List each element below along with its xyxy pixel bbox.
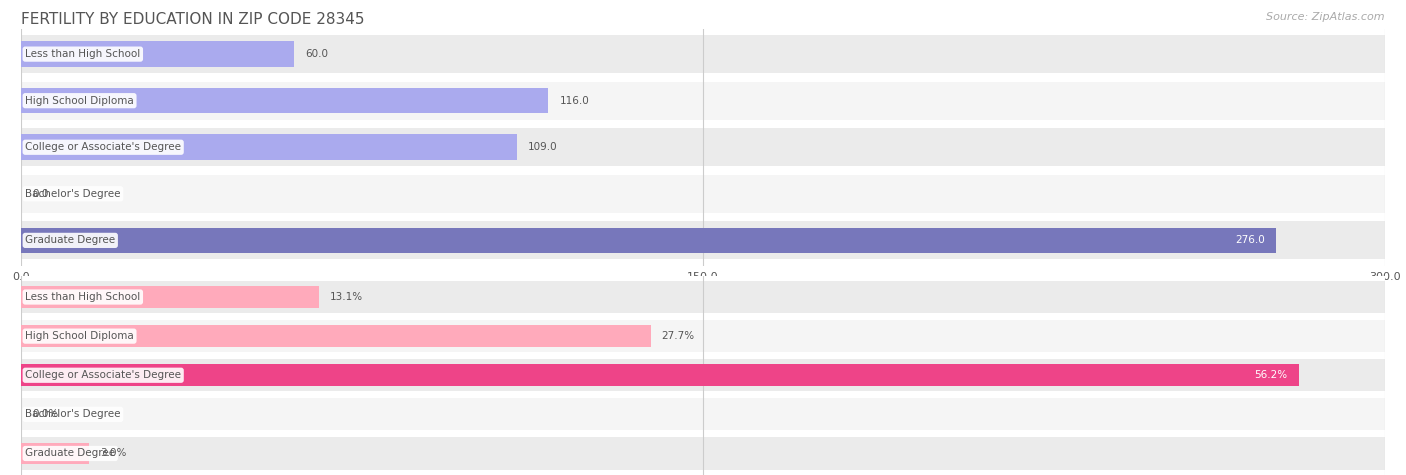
Bar xyxy=(21,88,548,114)
Text: Source: ZipAtlas.com: Source: ZipAtlas.com xyxy=(1267,12,1385,22)
Text: Bachelor's Degree: Bachelor's Degree xyxy=(25,409,121,419)
Text: Bachelor's Degree: Bachelor's Degree xyxy=(25,189,121,199)
Text: 0.0%: 0.0% xyxy=(32,409,58,419)
Text: 276.0: 276.0 xyxy=(1234,236,1265,246)
Text: 116.0: 116.0 xyxy=(560,95,589,105)
Text: Graduate Degree: Graduate Degree xyxy=(25,448,115,458)
Text: 60.0: 60.0 xyxy=(305,49,328,59)
Text: College or Associate's Degree: College or Associate's Degree xyxy=(25,142,181,152)
Text: 0.0: 0.0 xyxy=(32,189,48,199)
Bar xyxy=(21,35,1385,73)
Bar xyxy=(21,286,319,308)
Bar xyxy=(21,364,1299,386)
Bar xyxy=(21,128,1385,166)
Bar xyxy=(21,221,1385,259)
Text: FERTILITY BY EDUCATION IN ZIP CODE 28345: FERTILITY BY EDUCATION IN ZIP CODE 28345 xyxy=(21,12,364,27)
Bar xyxy=(21,41,294,67)
Text: Less than High School: Less than High School xyxy=(25,292,141,302)
Text: Graduate Degree: Graduate Degree xyxy=(25,236,115,246)
Text: High School Diploma: High School Diploma xyxy=(25,331,134,341)
Bar xyxy=(21,134,516,160)
Bar xyxy=(21,175,1385,213)
Bar xyxy=(21,443,90,464)
Text: 27.7%: 27.7% xyxy=(662,331,695,341)
Text: 56.2%: 56.2% xyxy=(1254,370,1288,380)
Bar xyxy=(21,228,1275,253)
Text: 13.1%: 13.1% xyxy=(330,292,363,302)
Text: High School Diploma: High School Diploma xyxy=(25,95,134,105)
Text: College or Associate's Degree: College or Associate's Degree xyxy=(25,370,181,380)
Bar xyxy=(21,399,1385,430)
Bar xyxy=(21,82,1385,120)
Bar xyxy=(21,325,651,347)
Bar xyxy=(21,437,1385,469)
Text: 3.0%: 3.0% xyxy=(100,448,127,458)
Bar xyxy=(21,359,1385,391)
Bar xyxy=(21,320,1385,352)
Text: Less than High School: Less than High School xyxy=(25,49,141,59)
Bar xyxy=(21,281,1385,313)
Text: 109.0: 109.0 xyxy=(527,142,557,152)
